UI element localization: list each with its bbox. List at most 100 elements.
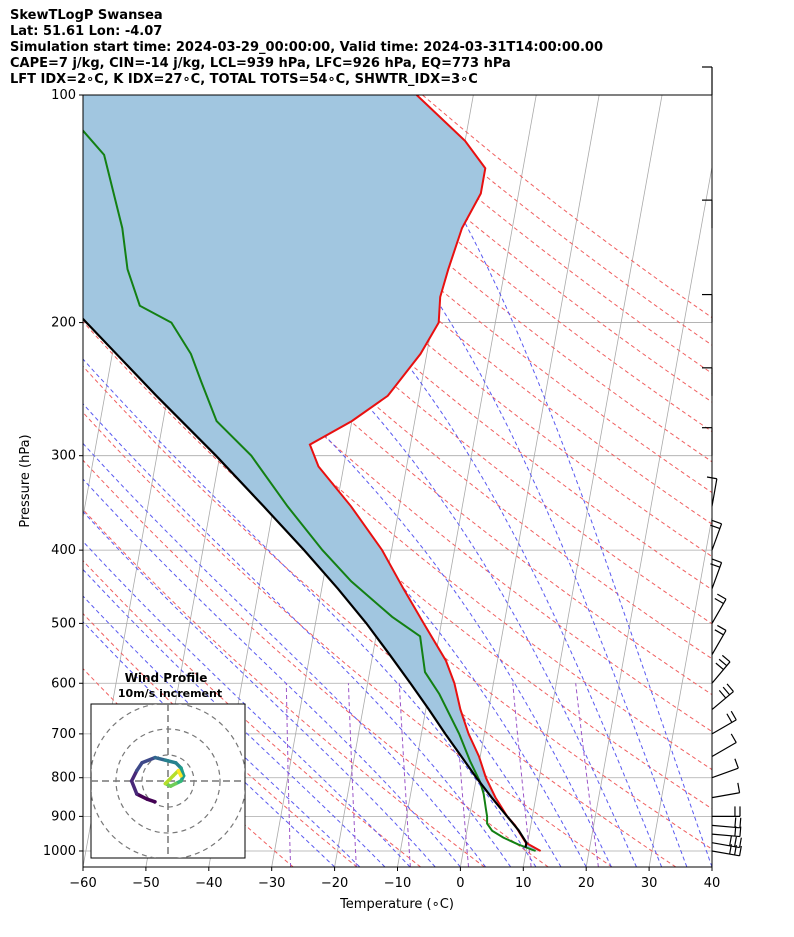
wind-barb-flag: [739, 826, 742, 837]
dry-adiabat: [226, 95, 712, 494]
y-tick-label: 800: [51, 771, 76, 786]
mixing-ratio-line: [512, 683, 532, 867]
x-tick-label: −40: [195, 876, 222, 891]
y-tick-label: 700: [51, 727, 76, 742]
time-line: Simulation start time: 2024-03-29_00:00:…: [10, 40, 603, 55]
location-line: Lat: 51.61 Lon: -4.07: [10, 24, 163, 39]
x-tick-label: −20: [321, 876, 348, 891]
y-tick-label: 1000: [43, 844, 76, 859]
isotherm-line: [648, 514, 712, 867]
dry-adiabat: [83, 667, 294, 867]
moist-adiabat: [83, 595, 361, 867]
x-axis-label: Temperature (∘C): [339, 897, 454, 912]
wind-barb-flag: [734, 817, 737, 828]
wind-barb-flag: [717, 593, 727, 600]
wind-barb: [711, 562, 723, 590]
moist-adiabat: [83, 442, 486, 867]
x-tick-label: 20: [578, 876, 595, 891]
wind-profile-inset: Wind Profile 10m/s increment: [90, 671, 246, 859]
wind-barb-flag: [729, 835, 732, 846]
cape-fill: [83, 95, 541, 851]
indices-line: LFT IDX=2∘C, K IDX=27∘C, TOTAL TOTS=54∘C…: [10, 72, 478, 87]
mixing-ratio-line: [285, 683, 292, 867]
inset-title: Wind Profile: [125, 671, 208, 685]
wind-barb: [711, 691, 734, 711]
x-tick-label: 10: [515, 876, 532, 891]
isotherm-line: [522, 95, 663, 867]
wind-barb-flag: [726, 713, 733, 723]
hodo-segment: [176, 768, 183, 778]
x-tick-label: 30: [641, 876, 658, 891]
hodo-segment: [129, 779, 139, 796]
isotherm-line: [585, 164, 712, 867]
wind-barb-flag: [739, 817, 742, 828]
moist-adiabat: [83, 620, 335, 867]
temperature-line: [308, 95, 542, 852]
isotherm-line: [83, 95, 97, 170]
wind-barb: [711, 661, 731, 684]
wind-barb-flag: [726, 683, 734, 692]
x-tick-label: −50: [132, 876, 159, 891]
dewpoint-line: [83, 129, 536, 852]
hodo-segment: [153, 755, 168, 762]
wind-barb: [711, 767, 739, 779]
cape-line: CAPE=7 j/kg, CIN=-14 j/kg, LCL=939 hPa, …: [10, 56, 511, 71]
dry-adiabat: [96, 95, 712, 625]
hodo-segment: [140, 755, 157, 765]
wind-barb-flag: [721, 654, 731, 663]
dry-adiabat: [83, 320, 712, 850]
wind-barb: [711, 523, 723, 551]
wind-barbs: [702, 66, 742, 857]
cape-area: [83, 95, 541, 851]
wind-barb-flag: [734, 758, 739, 769]
wind-barb-flag: [710, 563, 721, 568]
y-tick-label: 900: [51, 809, 76, 824]
wind-barb: [711, 478, 718, 507]
hodo-segment: [135, 792, 149, 801]
wind-barb-flag: [717, 624, 727, 631]
moist-adiabat: [83, 540, 411, 867]
dry-adiabat: [161, 95, 712, 558]
mixing-ratio-line: [398, 683, 411, 867]
y-tick-label: 600: [51, 676, 76, 691]
y-tick-label: 300: [51, 449, 76, 464]
wind-barb-flag: [718, 689, 727, 699]
wind-barb-flag: [711, 519, 722, 525]
wind-barb-flag: [730, 710, 737, 721]
hodo-segment: [163, 774, 175, 786]
wind-barb-flag: [738, 845, 742, 856]
y-tick-label: 500: [51, 616, 76, 631]
hodo-segment: [129, 768, 139, 783]
wind-barb-flag: [710, 524, 721, 530]
moist-adiabat: [83, 403, 512, 867]
x-tick-label: 0: [456, 876, 464, 891]
dry-adiabat: [83, 411, 613, 867]
wind-barb: [711, 630, 727, 656]
wind-barb-flag: [718, 658, 728, 667]
x-tick-label: −30: [258, 876, 285, 891]
x-tick-label: −10: [384, 876, 411, 891]
dry-adiabat: [83, 365, 677, 867]
wind-barb-flag: [706, 476, 717, 480]
y-tick-label: 100: [51, 88, 76, 103]
wind-barb-flag: [711, 558, 722, 564]
wind-barb: [711, 598, 727, 624]
inset-subtitle: 10m/s increment: [118, 687, 222, 700]
mixing-ratio-line: [347, 683, 357, 867]
dry-adiabat: [83, 459, 549, 867]
mixing-ratio-line: [453, 683, 469, 867]
wind-barb-flag: [722, 686, 731, 696]
isotherm-line: [711, 864, 712, 867]
wind-barb-flag: [715, 662, 724, 670]
moist-adiabat: [83, 478, 461, 867]
wind-barb-flag: [730, 733, 737, 743]
hodo-segment: [163, 758, 178, 765]
dry-adiabat: [83, 559, 422, 867]
wind-barb: [711, 833, 740, 838]
moist-adiabat: [83, 358, 537, 867]
y-tick-label: 400: [51, 543, 76, 558]
wind-barb: [711, 792, 740, 799]
x-tick-label: 40: [704, 876, 721, 891]
